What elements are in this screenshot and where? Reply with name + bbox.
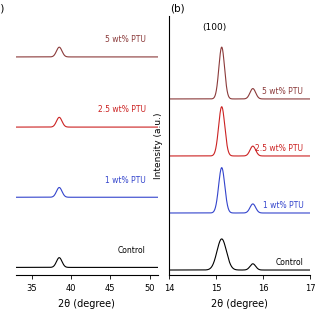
Text: Control: Control: [276, 259, 303, 268]
Text: 5 wt% PTU: 5 wt% PTU: [105, 35, 146, 44]
Y-axis label: Intensity (a.u.): Intensity (a.u.): [154, 112, 163, 179]
Text: (b): (b): [170, 4, 185, 13]
X-axis label: 2θ (degree): 2θ (degree): [211, 299, 268, 309]
Text: Control: Control: [118, 246, 146, 255]
Text: 5 wt% PTU: 5 wt% PTU: [262, 87, 303, 96]
Text: 2.5 wt% PTU: 2.5 wt% PTU: [98, 105, 146, 115]
Text: (a): (a): [0, 4, 5, 13]
Text: (100): (100): [203, 22, 227, 32]
Text: 1 wt% PTU: 1 wt% PTU: [263, 201, 303, 211]
Text: 2.5 wt% PTU: 2.5 wt% PTU: [255, 144, 303, 153]
Text: 1 wt% PTU: 1 wt% PTU: [105, 176, 146, 185]
X-axis label: 2θ (degree): 2θ (degree): [58, 299, 115, 309]
